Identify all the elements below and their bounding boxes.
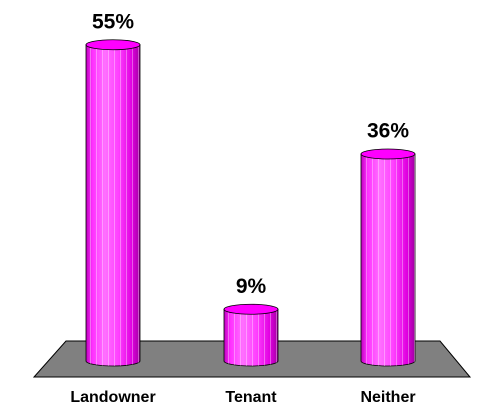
x-tick-label: Landowner xyxy=(70,389,155,406)
x-tick-label: Neither xyxy=(360,389,415,406)
bar-top xyxy=(223,303,279,315)
bar-stripes xyxy=(224,309,278,366)
bar-top xyxy=(85,39,141,51)
x-tick-label: Tenant xyxy=(225,389,277,406)
bar-stripes xyxy=(361,154,415,366)
value-label: 36% xyxy=(367,120,409,143)
value-label: 55% xyxy=(92,10,134,33)
bar-top xyxy=(360,148,416,160)
value-label: 9% xyxy=(236,275,267,298)
bar-stripes xyxy=(86,44,140,366)
